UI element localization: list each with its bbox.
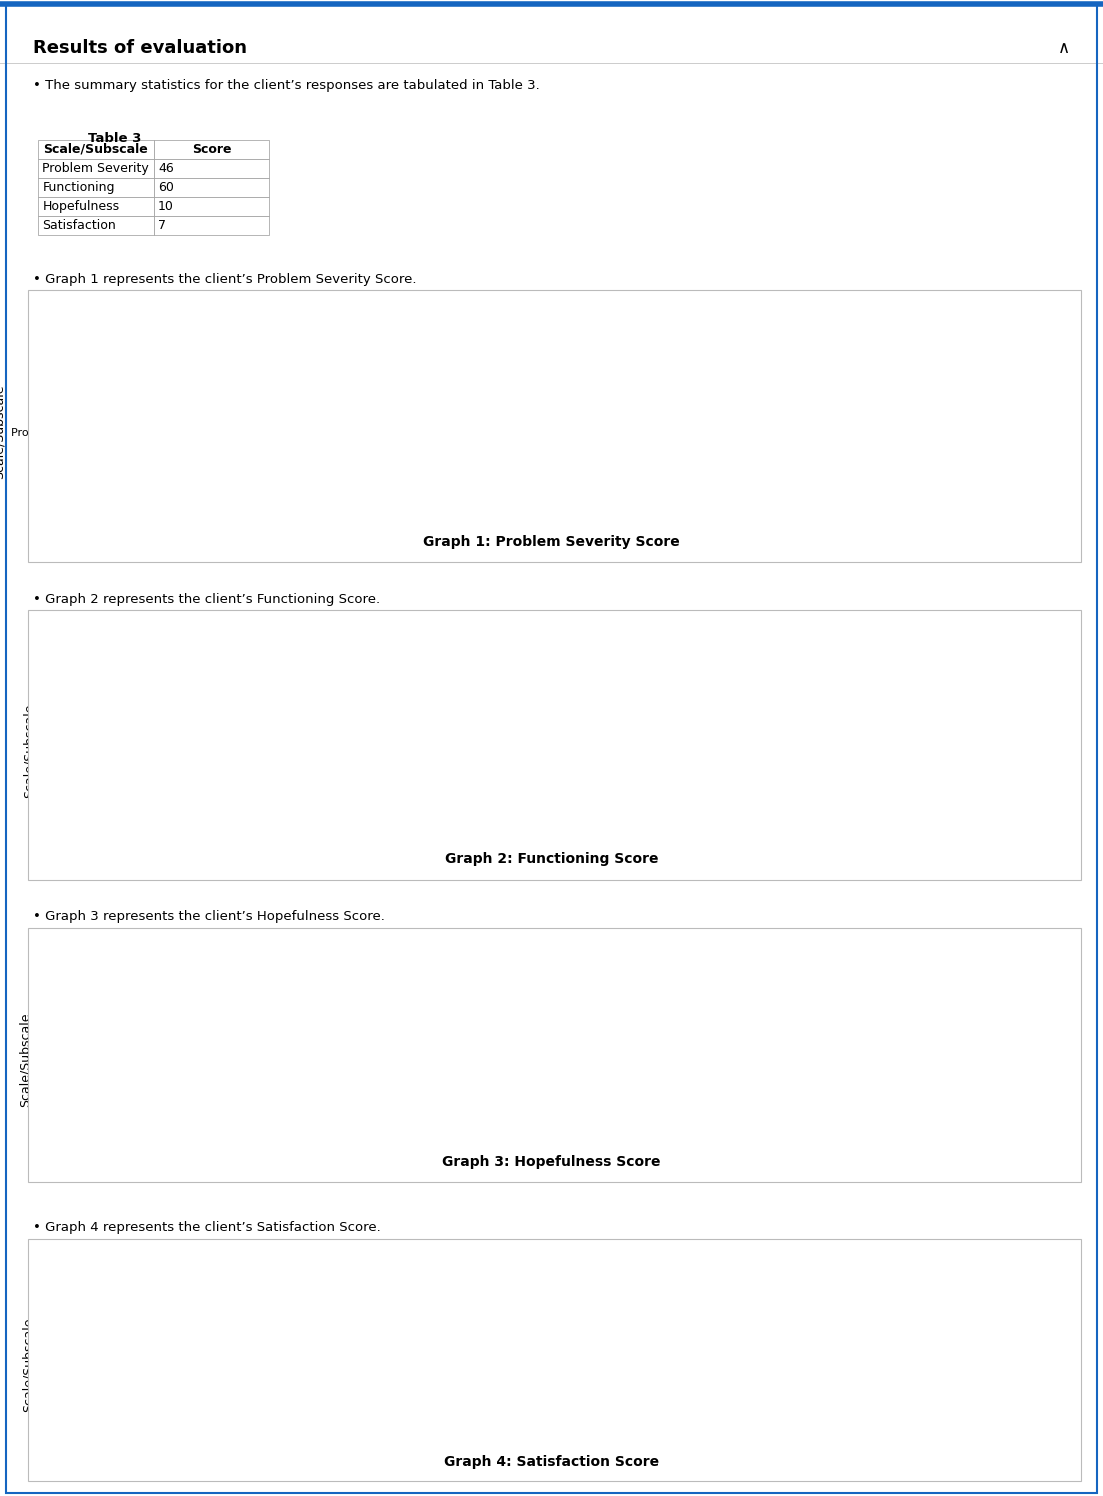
Bar	[709, 1352, 775, 1369]
Y-axis label: Scale/Subscale: Scale/Subscale	[0, 384, 6, 479]
Text: more satisfaction: more satisfaction	[790, 1316, 892, 1330]
Text: Mean for Community Sample: Mean for Community Sample	[739, 1025, 911, 1037]
Text: • The summary statistics for the client’s responses are tabulated in Table 3.: • The summary statistics for the client’…	[33, 79, 539, 93]
Bar	[110, 399, 364, 464]
Y-axis label: Scale/Subscale: Scale/Subscale	[23, 703, 35, 797]
Bar	[110, 1336, 193, 1394]
X-axis label: Score: Score	[368, 1150, 404, 1164]
Text: • Graph 3 represents the client’s Hopefulness Score.: • Graph 3 represents the client’s Hopefu…	[33, 910, 385, 923]
Text: Results of evaluation: Results of evaluation	[33, 39, 247, 57]
Bar	[110, 1029, 276, 1091]
Bar	[709, 1372, 775, 1387]
X-axis label: Score: Score	[368, 527, 404, 540]
Text: Mean for Community Sample: Mean for Community Sample	[739, 714, 911, 726]
Bar	[709, 1334, 775, 1349]
Text: Graph 1: Problem Severity Score: Graph 1: Problem Severity Score	[424, 536, 679, 549]
Text: • Graph 4 represents the client’s Satisfaction Score.: • Graph 4 represents the client’s Satisf…	[33, 1221, 381, 1234]
Text: • Graph 2 represents the client’s Functioning Score.: • Graph 2 represents the client’s Functi…	[33, 592, 381, 606]
Text: Graph 3: Hopefulness Score: Graph 3: Hopefulness Score	[442, 1155, 661, 1170]
Text: Graph 4: Satisfaction Score: Graph 4: Satisfaction Score	[443, 1456, 660, 1469]
X-axis label: Score: Score	[368, 1453, 404, 1465]
Text: Mean for Clinical Sample: Mean for Clinical Sample	[739, 1059, 886, 1073]
Text: Mean for Community Sample: Mean for Community Sample	[739, 393, 911, 407]
Text: • Graph 1 represents the client’s Problem Severity Score.: • Graph 1 represents the client’s Proble…	[33, 272, 417, 286]
Y-axis label: Scale/Subscale: Scale/Subscale	[22, 1318, 35, 1412]
Bar	[110, 718, 524, 782]
Text: Mean for Clinical Sample: Mean for Clinical Sample	[739, 751, 886, 763]
Bar	[709, 1315, 775, 1331]
Text: Mean for Clinical Sample: Mean for Clinical Sample	[739, 432, 886, 446]
Text: Table 3: Table 3	[88, 132, 141, 145]
Text: Graph 2: Functioning Score: Graph 2: Functioning Score	[445, 853, 658, 866]
X-axis label: Score: Score	[368, 845, 404, 859]
Y-axis label: Scale/Subscale: Scale/Subscale	[19, 1013, 32, 1107]
Text: ∧: ∧	[1058, 39, 1070, 57]
